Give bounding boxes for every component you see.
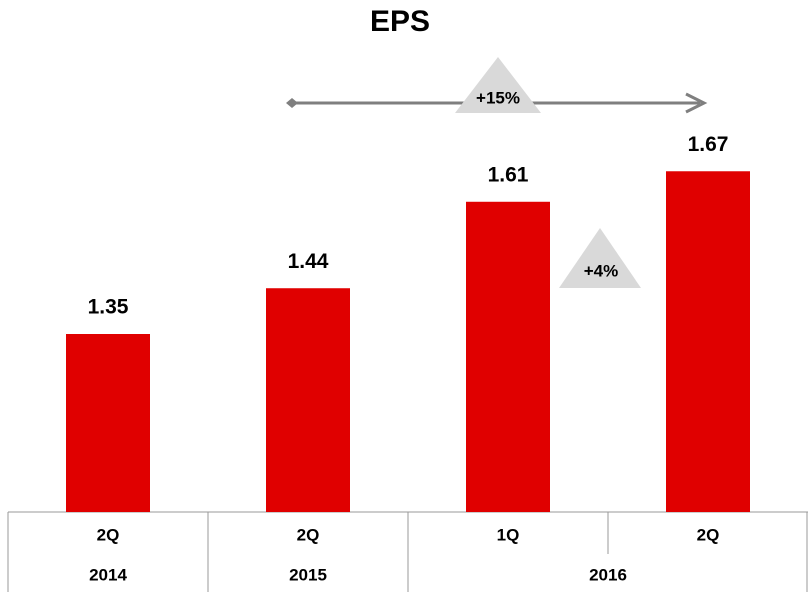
x-tick-label: 1Q	[497, 525, 520, 544]
bar	[266, 288, 350, 512]
annotation: +4%	[584, 261, 619, 280]
x-tick-label: 2Q	[697, 525, 720, 544]
x-tick-label: 2Q	[97, 525, 120, 544]
value-label: 1.35	[88, 296, 129, 319]
value-label: 1.67	[688, 133, 729, 156]
bar	[666, 171, 750, 512]
bar	[466, 201, 550, 512]
annotation: +15%	[476, 88, 520, 107]
arrow-start	[286, 98, 298, 108]
growth-triangle	[559, 228, 641, 288]
x-tick-label: 2Q	[297, 525, 320, 544]
group-label: 2015	[289, 565, 327, 584]
growth-triangle	[455, 57, 541, 113]
value-label: 1.44	[288, 250, 329, 273]
group-label: 2016	[589, 565, 627, 584]
chart-title: EPS	[370, 5, 430, 38]
bar	[66, 334, 150, 512]
arrow-head	[685, 92, 708, 114]
group-label: 2014	[89, 565, 127, 584]
value-label: 1.61	[488, 163, 529, 186]
